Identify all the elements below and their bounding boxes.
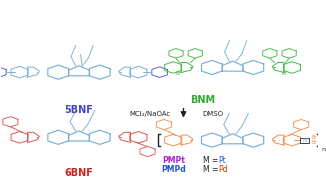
Text: BNM: BNM [190, 95, 215, 105]
Text: Pd: Pd [218, 165, 228, 174]
Text: n: n [321, 147, 325, 152]
Text: PMPd: PMPd [162, 165, 186, 174]
Text: M =: M = [203, 165, 221, 174]
Text: PMPt: PMPt [163, 156, 185, 165]
Text: M: M [303, 138, 307, 143]
Text: M =: M = [203, 156, 221, 165]
Text: 5BNF: 5BNF [65, 105, 94, 115]
Text: Br: Br [311, 140, 317, 145]
FancyBboxPatch shape [300, 138, 309, 143]
Text: Br⁻: Br⁻ [281, 71, 289, 76]
Text: MCl₂/NaOAc: MCl₂/NaOAc [129, 111, 171, 117]
Text: Pt: Pt [218, 156, 226, 165]
Text: Br: Br [311, 135, 317, 140]
Text: Br⁻: Br⁻ [176, 71, 184, 76]
Text: 6BNF: 6BNF [65, 168, 94, 178]
Text: DMSO: DMSO [202, 111, 224, 117]
